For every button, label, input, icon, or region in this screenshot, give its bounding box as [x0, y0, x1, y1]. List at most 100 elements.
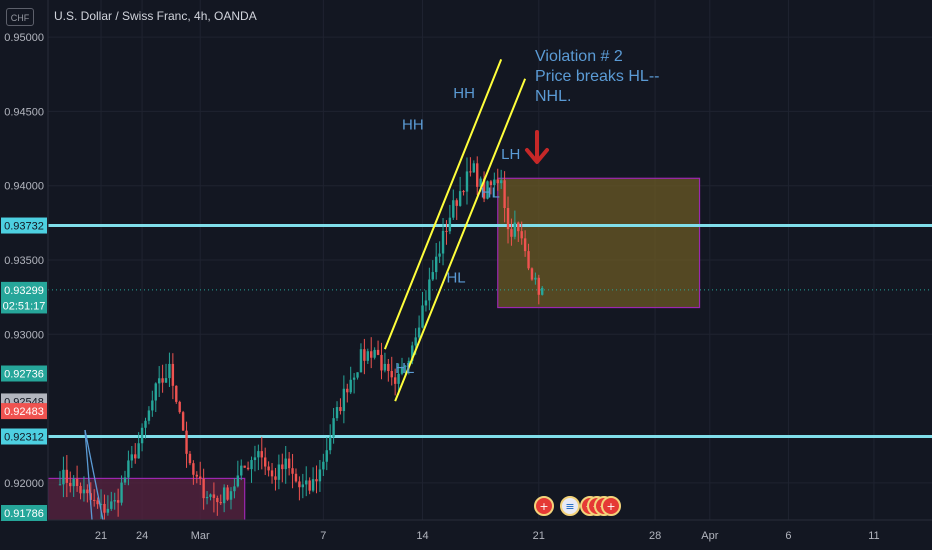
- candle-body: [462, 191, 465, 193]
- candle-body: [301, 484, 305, 488]
- candle-body: [411, 345, 414, 361]
- candle-body: [328, 437, 332, 451]
- zone-supply[interactable]: [497, 177, 701, 309]
- down-arrow-icon: [525, 130, 549, 164]
- candle-body: [181, 412, 185, 431]
- candle-body: [253, 457, 257, 461]
- trend-channel: [383, 59, 527, 402]
- candle-body: [517, 222, 520, 232]
- candle-body: [164, 378, 168, 383]
- drawing-line[interactable]: [84, 429, 104, 521]
- candle-body: [72, 478, 75, 487]
- candle-body: [62, 469, 65, 485]
- candle-body: [496, 179, 499, 184]
- candle-body: [298, 481, 301, 488]
- swing-label: HH: [453, 85, 475, 102]
- candle-body: [499, 180, 503, 184]
- drawing-line[interactable]: [84, 429, 93, 521]
- candle-body: [305, 480, 308, 485]
- svg-text:02:51:17: 02:51:17: [3, 300, 46, 312]
- candle-body: [448, 217, 452, 232]
- candle-body: [479, 178, 482, 187]
- us-flag-event-icon[interactable]: ≡: [560, 496, 580, 516]
- candle-body: [376, 349, 380, 355]
- candle-body: [339, 407, 342, 412]
- candle-body: [99, 503, 103, 505]
- candle-body: [243, 465, 246, 468]
- price-axis[interactable]: 0.95000 0.94500 0.94000 0.93500 0.93000 0.920…: [0, 0, 49, 521]
- candle-body: [493, 179, 496, 186]
- candle-body: [417, 327, 421, 338]
- time-tick-label: 24: [136, 530, 148, 542]
- candle-body: [123, 477, 127, 483]
- candle-body: [96, 500, 99, 505]
- candle-body: [236, 475, 240, 487]
- candle-body: [171, 363, 175, 386]
- candle-body: [185, 430, 188, 454]
- candle-body: [229, 491, 233, 500]
- candle-body: [93, 499, 96, 501]
- svg-text:0.92483: 0.92483: [4, 406, 44, 418]
- candle-body: [541, 287, 544, 295]
- candle-body: [281, 464, 284, 470]
- candle-body: [311, 479, 315, 491]
- candle-body: [233, 486, 236, 492]
- candle-body: [318, 469, 322, 482]
- ch-flag-event-icon[interactable]: +: [534, 496, 554, 516]
- candle-body: [58, 484, 62, 486]
- price-badge: 0.93732: [1, 217, 47, 234]
- candle-body: [246, 467, 250, 470]
- time-axis[interactable]: 21 24 Mar 7 14 21 28 Apr 6 11: [0, 519, 932, 550]
- svg-text:≡: ≡: [565, 500, 574, 513]
- candle-body: [486, 181, 489, 199]
- candle-body: [441, 230, 445, 254]
- candle-body: [435, 256, 438, 273]
- candle-body: [240, 465, 243, 476]
- event-icons[interactable]: +≡++++: [534, 496, 621, 516]
- time-tick-label: 21: [95, 530, 107, 542]
- candle-body: [140, 427, 144, 444]
- svg-text:+: +: [539, 500, 548, 513]
- channel-line[interactable]: [383, 59, 503, 350]
- time-tick-label: Apr: [701, 530, 718, 542]
- candle-body: [421, 305, 424, 328]
- swing-label: HL: [481, 185, 500, 202]
- price-badge: 02:51:17: [1, 297, 47, 314]
- candle-body: [482, 178, 486, 199]
- price-tick-label: 0.92000: [4, 478, 44, 490]
- price-tick-label: 0.93500: [4, 255, 44, 267]
- candle-body: [346, 388, 349, 393]
- violation-note-line: Price breaks HL--: [535, 68, 659, 85]
- candle-body: [219, 502, 222, 504]
- channel-line[interactable]: [394, 78, 527, 402]
- symbol-badge[interactable]: CHF: [6, 8, 34, 26]
- candle-body: [352, 377, 356, 380]
- time-tick-label: 7: [320, 530, 326, 542]
- candle-body: [414, 337, 417, 346]
- candle-body: [264, 457, 267, 467]
- candle-body: [400, 366, 404, 374]
- candle-body: [510, 229, 513, 237]
- candle-body: [469, 171, 472, 173]
- candle-body: [226, 487, 229, 500]
- candle-body: [534, 277, 537, 280]
- candle-body: [537, 277, 540, 295]
- svg-text:0.93299: 0.93299: [4, 285, 44, 297]
- candle-body: [103, 503, 106, 513]
- candle-body: [257, 451, 260, 458]
- candle-body: [363, 349, 366, 361]
- candle-body: [322, 461, 325, 470]
- candle-body: [445, 230, 448, 232]
- price-tick-label: 0.93000: [4, 329, 44, 341]
- candle-body: [75, 478, 79, 486]
- ch-flag-event-icon[interactable]: +: [601, 496, 621, 516]
- svg-text:0.92312: 0.92312: [4, 432, 44, 444]
- price-badge: 0.91786: [1, 505, 47, 521]
- candle-body: [393, 377, 397, 384]
- candle-body: [188, 453, 192, 464]
- candle-body: [489, 181, 493, 186]
- candle-body: [370, 351, 373, 358]
- swing-label: HL: [395, 360, 414, 377]
- candle-body: [65, 469, 69, 483]
